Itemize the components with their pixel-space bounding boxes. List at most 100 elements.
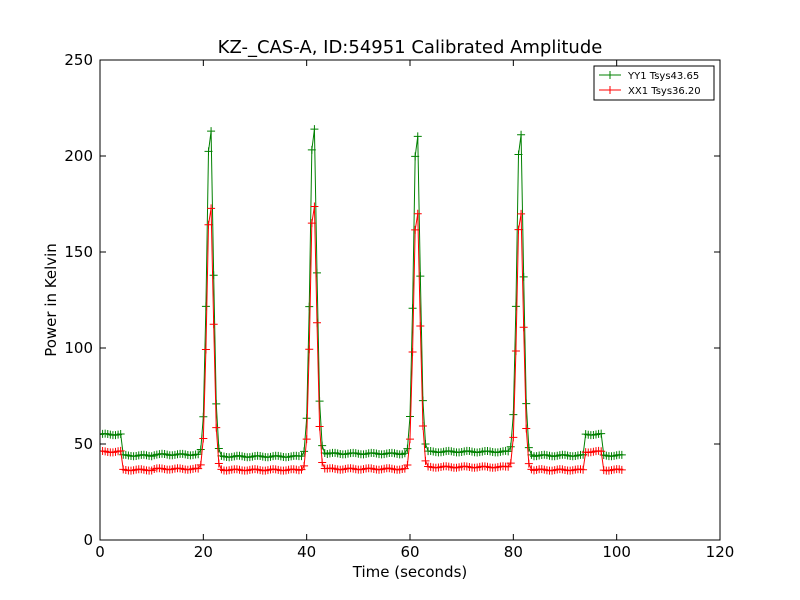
series-0-point-38 [194, 450, 203, 459]
series-0-point-81 [305, 302, 314, 311]
series-0-point-161 [511, 302, 520, 311]
series-0-point-202 [617, 450, 626, 459]
y-tick-label-3: 150 [64, 243, 93, 261]
series-0-point-45 [212, 399, 221, 408]
y-tick-label-1: 50 [74, 435, 93, 453]
series-1-point-202 [617, 465, 626, 474]
legend-box [593, 65, 715, 101]
legend-entries: YY1 Tsys43.65 XX1 Tsys36.20 [599, 71, 701, 97]
series-1-point-123 [413, 209, 422, 218]
series-0-point-126 [421, 439, 430, 448]
series-0-point-123 [413, 132, 422, 141]
series-0-point-158 [504, 447, 513, 456]
x-tick-label-5: 100 [602, 543, 631, 561]
chart-title: KZ-_CAS-A, ID:54951 Calibrated Amplitude [218, 37, 603, 58]
series-1-point-83 [310, 202, 319, 211]
series-1-point-126 [421, 456, 430, 465]
series-0-point-43 [207, 127, 216, 136]
series-1-point-42 [204, 220, 213, 229]
series-1-point-162 [514, 225, 523, 234]
series-1-point-165 [522, 424, 531, 433]
series-1-point-81 [305, 345, 314, 354]
y-tick-label-4: 200 [64, 147, 93, 165]
series-0-point-163 [517, 130, 526, 139]
series-1-point-39 [196, 460, 205, 469]
series-0-point-120 [406, 412, 414, 421]
y-tick-label-5: 250 [64, 51, 93, 69]
y-tick-label-2: 100 [64, 339, 93, 357]
series-1-point-121 [408, 348, 417, 357]
series-0-point-83 [310, 125, 319, 134]
series-0-point-86 [318, 441, 327, 450]
series-1-point-164 [519, 323, 528, 332]
series-1-point-187 [579, 465, 588, 474]
series-0-point-84 [313, 268, 321, 277]
series-1-point-45 [212, 423, 221, 432]
series-1-point-160 [509, 433, 518, 442]
series-0-point-159 [506, 442, 515, 451]
series-1 [100, 202, 626, 475]
legend-label-0: YY1 Tsys43.65 [627, 71, 699, 82]
series-0-point-85 [315, 397, 324, 406]
series-1-point-85 [315, 422, 324, 431]
series-0-point-165 [522, 399, 531, 408]
series-1-point-122 [411, 225, 420, 234]
legend-marker-0 [606, 71, 614, 79]
x-tick-label-0: 0 [95, 543, 105, 561]
series-0-point-79 [300, 447, 309, 456]
x-axis-label: Time (seconds) [352, 563, 468, 581]
legend-marker-1 [606, 86, 614, 94]
x-tick-label-2: 40 [297, 543, 316, 561]
x-tick-label-3: 60 [400, 543, 419, 561]
series-1-point-86 [318, 458, 327, 467]
series-0-point-125 [418, 396, 427, 405]
x-tick-label-1: 20 [194, 543, 213, 561]
series-0-point-8 [116, 430, 125, 439]
series-1-point-80 [302, 435, 311, 444]
series-1-point-40 [199, 434, 208, 443]
series-1-point-79 [300, 461, 309, 470]
series-0-point-124 [416, 272, 425, 281]
series-0-point-122 [411, 152, 420, 161]
series-0-point-46 [214, 444, 223, 453]
series-layer [100, 125, 626, 475]
series-0-point-82 [307, 145, 316, 154]
y-tick-label-0: 0 [83, 531, 93, 549]
series-0-point-78 [297, 452, 306, 461]
series-1-point-124 [416, 321, 425, 330]
series-0-point-162 [514, 150, 523, 159]
series-0-point-121 [408, 304, 417, 313]
series-1-point-194 [597, 447, 606, 456]
series-1-point-119 [403, 460, 412, 469]
series-1-point-82 [307, 219, 316, 228]
series-1-point-43 [207, 204, 216, 213]
series-1-point-161 [511, 346, 520, 355]
series-0-point-164 [519, 272, 528, 281]
series-0-point-42 [204, 147, 213, 156]
series-0-point-119 [403, 444, 412, 453]
series-1-point-120 [406, 435, 414, 444]
series-0-point-41 [201, 302, 210, 311]
series-1-point-8 [116, 446, 125, 455]
series-0-point-118 [400, 449, 409, 458]
legend-label-1: XX1 Tsys36.20 [628, 86, 701, 97]
series-1-point-44 [209, 320, 218, 329]
series-1-point-84 [313, 318, 321, 327]
series-0-point-194 [597, 429, 606, 438]
series-1-point-166 [524, 459, 533, 468]
series-0-point-160 [509, 410, 518, 419]
series-0-point-39 [196, 445, 205, 454]
series-1-point-41 [201, 345, 210, 354]
x-tick-label-4: 80 [504, 543, 523, 561]
series-1-point-125 [418, 422, 427, 431]
series-1-point-163 [517, 209, 526, 218]
x-tick-label-6: 120 [706, 543, 735, 561]
y-axis-label: Power in Kelvin [42, 243, 60, 357]
series-1-point-159 [506, 459, 515, 468]
series-0-point-44 [209, 271, 218, 280]
series-0 [100, 125, 626, 462]
plot-area: 0 20 40 60 80 100 120 0 50 100 150 200 250 [64, 51, 734, 561]
series-0-point-166 [524, 443, 533, 452]
series-0-point-40 [199, 412, 208, 421]
